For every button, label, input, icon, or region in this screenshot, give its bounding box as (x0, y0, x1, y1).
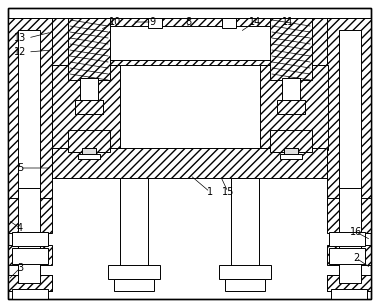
Bar (18, 30, 40, 188)
Bar (327, 275, 371, 291)
Bar (231, 178, 259, 268)
Bar (12, 248, 48, 264)
Bar (8, 275, 52, 291)
Bar (52, 148, 327, 178)
Bar (329, 232, 365, 246)
Bar (282, 78, 300, 113)
Bar (331, 289, 367, 299)
Bar (339, 188, 361, 283)
Bar (339, 30, 361, 188)
Text: 15: 15 (222, 187, 234, 197)
Text: 3: 3 (17, 263, 23, 273)
Bar (52, 65, 120, 150)
Bar (219, 265, 271, 279)
Text: 2: 2 (353, 253, 359, 263)
Bar (260, 65, 328, 150)
Bar (12, 232, 48, 246)
Bar (225, 279, 265, 291)
Bar (80, 78, 98, 113)
Text: 4: 4 (17, 223, 23, 233)
Bar (148, 18, 162, 28)
Text: 10: 10 (109, 17, 121, 27)
Text: 11: 11 (282, 17, 294, 27)
Bar (18, 188, 40, 283)
Bar (75, 100, 103, 114)
Bar (270, 130, 312, 152)
Text: 8: 8 (185, 17, 191, 27)
Bar (8, 18, 52, 200)
Bar (329, 248, 365, 264)
Text: 14: 14 (249, 17, 261, 27)
Bar (8, 245, 52, 265)
Bar (8, 18, 371, 65)
Bar (12, 289, 48, 299)
Bar (92, 26, 288, 60)
Bar (8, 198, 52, 233)
Bar (327, 18, 371, 200)
Text: 12: 12 (14, 47, 26, 57)
Bar (114, 279, 154, 291)
Bar (68, 18, 110, 80)
Bar (222, 18, 236, 28)
Text: 1: 1 (207, 187, 213, 197)
Bar (75, 100, 103, 114)
Bar (280, 154, 302, 159)
Bar (270, 18, 312, 80)
Text: 16: 16 (350, 227, 362, 237)
Bar (82, 148, 96, 156)
Bar (327, 198, 371, 233)
Bar (78, 154, 100, 159)
Text: 5: 5 (17, 163, 23, 173)
Bar (68, 130, 110, 152)
Bar (277, 100, 305, 114)
Bar (120, 178, 148, 268)
Bar (327, 275, 371, 291)
Bar (108, 265, 160, 279)
Bar (327, 245, 371, 265)
Text: 9: 9 (149, 17, 155, 27)
Bar (8, 275, 52, 291)
Text: 13: 13 (14, 33, 26, 43)
Bar (284, 148, 298, 156)
